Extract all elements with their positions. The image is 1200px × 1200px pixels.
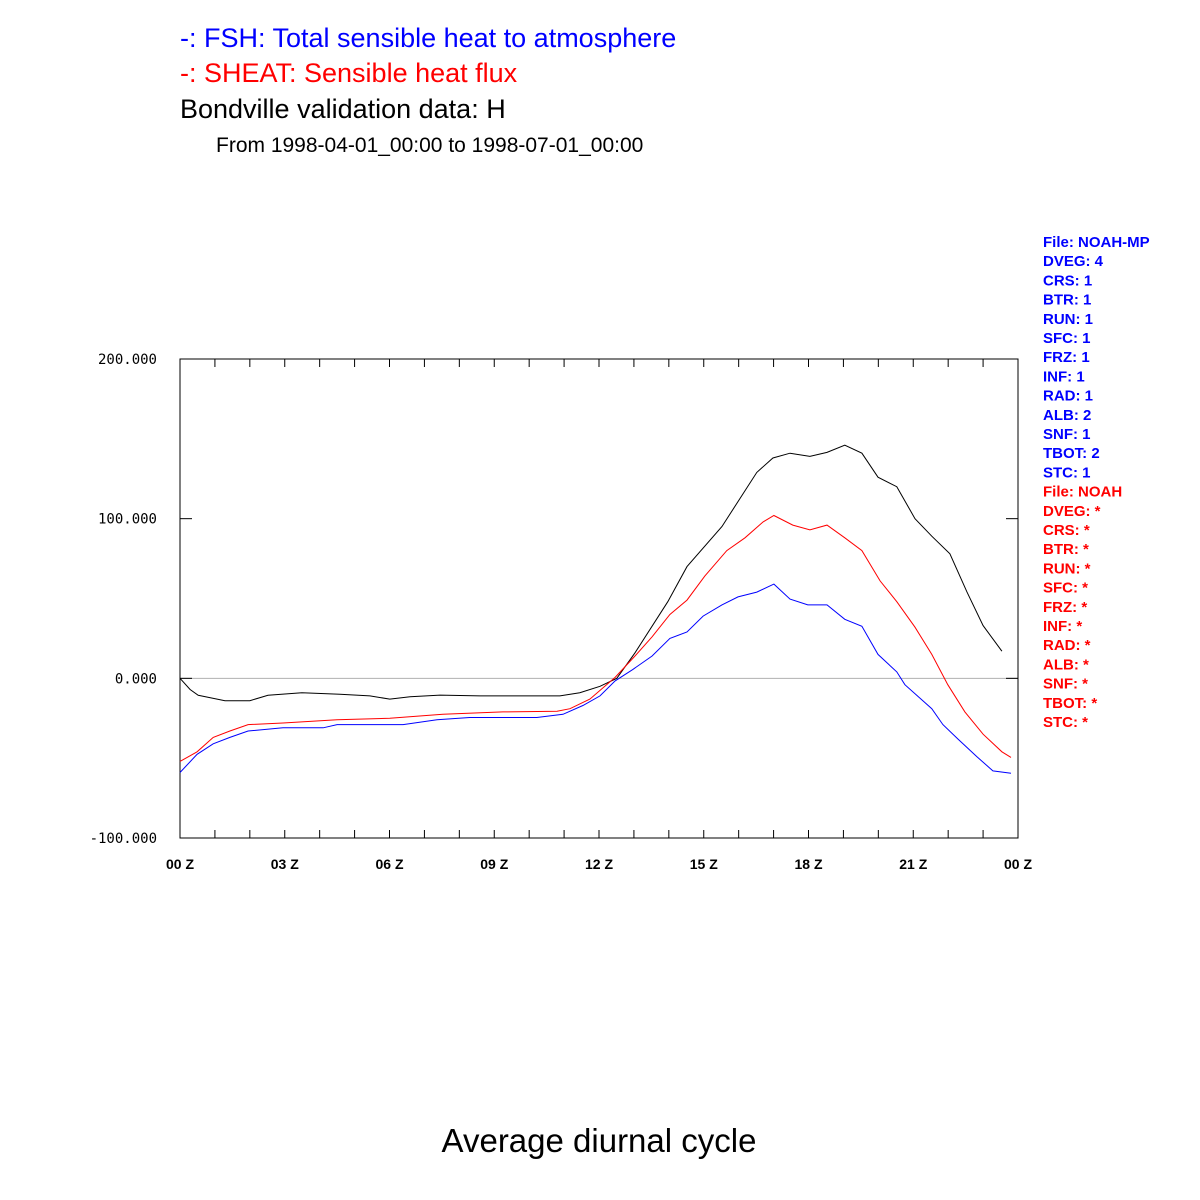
side-legend-line: BTR: 1 bbox=[1043, 292, 1091, 309]
side-legend-line: FRZ: 1 bbox=[1043, 349, 1090, 366]
x-tick-label: 09 Z bbox=[480, 856, 508, 872]
x-tick-label: 00 Z bbox=[1004, 856, 1032, 872]
side-legend-line: DVEG: * bbox=[1043, 503, 1101, 520]
side-legend-line: RUN: * bbox=[1043, 560, 1091, 577]
side-legend-line: File: NOAH-MP bbox=[1043, 234, 1150, 251]
x-tick-label: 15 Z bbox=[690, 856, 718, 872]
side-legend-line: DVEG: 4 bbox=[1043, 253, 1104, 270]
subtitle-date-range: From 1998-04-01_00:00 to 1998-07-01_00:0… bbox=[216, 134, 643, 157]
side-legend-line: CRS: * bbox=[1043, 522, 1090, 539]
side-legend-line: FRZ: * bbox=[1043, 599, 1087, 616]
x-tick-label: 00 Z bbox=[166, 856, 194, 872]
side-legend-line: INF: * bbox=[1043, 618, 1082, 635]
series-line-bondville-validation-data bbox=[179, 444, 1003, 702]
x-tick-label: 03 Z bbox=[271, 856, 299, 872]
side-legend-line: RUN: 1 bbox=[1043, 311, 1093, 328]
title-line-sheat: -: SHEAT: Sensible heat flux bbox=[180, 58, 518, 88]
y-tick-label: 200.000 bbox=[98, 352, 157, 368]
y-tick-label: -100.000 bbox=[90, 831, 157, 847]
side-legend-line: STC: 1 bbox=[1043, 464, 1091, 481]
footer-title: Average diurnal cycle bbox=[442, 1122, 757, 1159]
series-line-sheat bbox=[179, 514, 1012, 762]
side-legend-line: BTR: * bbox=[1043, 541, 1089, 558]
plot-frame bbox=[179, 358, 1019, 839]
y-tick-label: 100.000 bbox=[98, 512, 157, 528]
side-legend-line: ALB: * bbox=[1043, 656, 1089, 673]
x-tick-label: 21 Z bbox=[899, 856, 927, 872]
side-legend-line: INF: 1 bbox=[1043, 368, 1085, 385]
side-legend-line: SNF: 1 bbox=[1043, 426, 1091, 443]
series-line-fsh bbox=[179, 583, 1012, 774]
x-tick-label: 12 Z bbox=[585, 856, 613, 872]
side-legend-line: STC: * bbox=[1043, 714, 1088, 731]
x-tick-label: 18 Z bbox=[794, 856, 822, 872]
side-legend-line: TBOT: 2 bbox=[1043, 445, 1100, 462]
side-legend-line: File: NOAH bbox=[1043, 484, 1122, 501]
side-legend-line: CRS: 1 bbox=[1043, 272, 1092, 289]
title-line-validation: Bondville validation data: H bbox=[180, 94, 506, 124]
side-legend-line: SFC: * bbox=[1043, 580, 1088, 597]
side-legend-line: SNF: * bbox=[1043, 676, 1088, 693]
side-legends: File: NOAH-MP DVEG: 4 CRS: 1 BTR: 1 RUN: 1 SF… bbox=[1043, 234, 1150, 731]
side-legend-line: TBOT: * bbox=[1043, 695, 1097, 712]
title-line-fsh: -: FSH: Total sensible heat to atmospher… bbox=[180, 23, 676, 53]
side-legend-line: RAD: * bbox=[1043, 637, 1091, 654]
chart-titles: -: FSH: Total sensible heat to atmospher… bbox=[180, 23, 676, 157]
y-tick-label: 0.000 bbox=[115, 671, 157, 687]
side-legend-line: RAD: 1 bbox=[1043, 388, 1093, 405]
plot-area: 200.000 100.000 0.000 -100.000 00 Z 03 Z 06 Z 0… bbox=[90, 352, 1033, 872]
side-legend-line: SFC: 1 bbox=[1043, 330, 1091, 347]
side-legend-line: ALB: 2 bbox=[1043, 407, 1091, 424]
x-tick-label: 06 Z bbox=[375, 856, 403, 872]
